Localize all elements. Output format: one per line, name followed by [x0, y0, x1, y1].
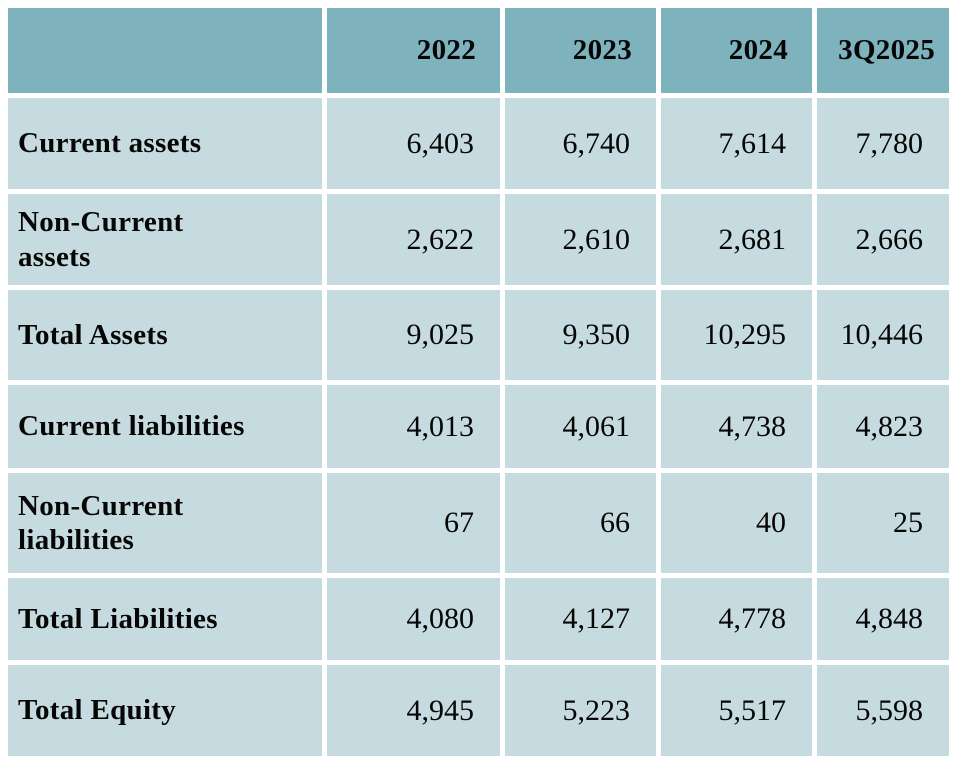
row-label: Non-Current liabilities — [8, 473, 322, 573]
column-header-3q2025: 3Q2025 — [817, 8, 949, 93]
column-header-2024: 2024 — [661, 8, 812, 93]
cell-value: 5,223 — [505, 665, 656, 756]
header-row: 2022 2023 2024 3Q2025 — [8, 8, 949, 93]
cell-value: 5,598 — [817, 665, 949, 756]
column-header-2022: 2022 — [327, 8, 500, 93]
cell-value: 4,945 — [327, 665, 500, 756]
cell-value: 9,025 — [327, 290, 500, 380]
cell-value: 4,823 — [817, 385, 949, 468]
row-label: Total Liabilities — [8, 578, 322, 660]
cell-value: 5,517 — [661, 665, 812, 756]
cell-value: 9,350 — [505, 290, 656, 380]
cell-value: 2,666 — [817, 194, 949, 285]
row-label: Total Equity — [8, 665, 322, 756]
cell-value: 10,446 — [817, 290, 949, 380]
cell-value: 66 — [505, 473, 656, 573]
table-row-current-assets: Current assets 6,403 6,740 7,614 7,780 — [8, 98, 949, 189]
cell-value: 10,295 — [661, 290, 812, 380]
cell-value: 6,740 — [505, 98, 656, 189]
balance-sheet-table: 2022 2023 2024 3Q2025 Current assets 6,4… — [3, 3, 954, 761]
row-label: Non-Current assets — [8, 194, 322, 285]
cell-value: 4,013 — [327, 385, 500, 468]
cell-value: 7,614 — [661, 98, 812, 189]
cell-value: 2,610 — [505, 194, 656, 285]
cell-value: 4,061 — [505, 385, 656, 468]
table-row-current-liabilities: Current liabilities 4,013 4,061 4,738 4,… — [8, 385, 949, 468]
table-row-total-assets: Total Assets 9,025 9,350 10,295 10,446 — [8, 290, 949, 380]
cell-value: 4,778 — [661, 578, 812, 660]
table-row-non-current-assets: Non-Current assets 2,622 2,610 2,681 2,6… — [8, 194, 949, 285]
cell-value: 4,127 — [505, 578, 656, 660]
cell-value: 40 — [661, 473, 812, 573]
cell-value: 7,780 — [817, 98, 949, 189]
table-row-non-current-liabilities: Non-Current liabilities 67 66 40 25 — [8, 473, 949, 573]
cell-value: 2,622 — [327, 194, 500, 285]
cell-value: 4,738 — [661, 385, 812, 468]
cell-value: 25 — [817, 473, 949, 573]
table-row-total-liabilities: Total Liabilities 4,080 4,127 4,778 4,84… — [8, 578, 949, 660]
row-label-text: Non-Current liabilities — [18, 489, 184, 556]
cell-value: 2,681 — [661, 194, 812, 285]
table-row-total-equity: Total Equity 4,945 5,223 5,517 5,598 — [8, 665, 949, 756]
row-label: Current assets — [8, 98, 322, 189]
cell-value: 67 — [327, 473, 500, 573]
cell-value: 4,848 — [817, 578, 949, 660]
corner-cell — [8, 8, 322, 93]
cell-value: 6,403 — [327, 98, 500, 189]
row-label: Total Assets — [8, 290, 322, 380]
row-label: Current liabilities — [8, 385, 322, 468]
row-label-text: Non-Current assets — [18, 206, 184, 273]
column-header-2023: 2023 — [505, 8, 656, 93]
cell-value: 4,080 — [327, 578, 500, 660]
